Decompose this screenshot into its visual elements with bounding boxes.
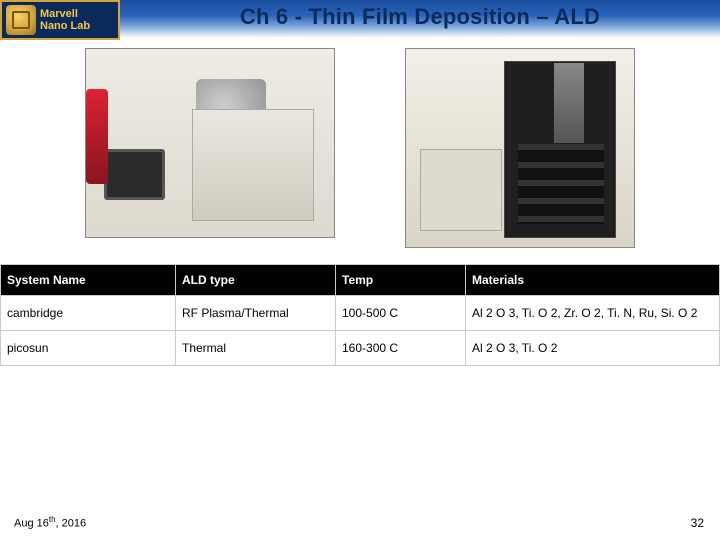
- footer-date-year: , 2016: [56, 518, 87, 530]
- logo-emblem-icon: [6, 5, 36, 35]
- cell-temp: 100-500 C: [336, 296, 466, 331]
- logo-line1: Marvell: [40, 8, 90, 20]
- photo-row: [0, 48, 720, 248]
- cell-materials: Al 2 O 3, Ti. O 2, Zr. O 2, Ti. N, Ru, S…: [466, 296, 720, 331]
- cell-system-name: cambridge: [1, 296, 176, 331]
- table-row: cambridge RF Plasma/Thermal 100-500 C Al…: [1, 296, 720, 331]
- footer-date-prefix: Aug 16: [14, 518, 49, 530]
- cell-system-name: picosun: [1, 331, 176, 366]
- col-header-ald-type: ALD type: [176, 265, 336, 296]
- cell-temp: 160-300 C: [336, 331, 466, 366]
- table-header-row: System Name ALD type Temp Materials: [1, 265, 720, 296]
- table-row: picosun Thermal 160-300 C Al 2 O 3, Ti. …: [1, 331, 720, 366]
- equipment-photo-right: [405, 48, 635, 248]
- equipment-photo-left: [85, 48, 335, 238]
- slide-title: Ch 6 - Thin Film Deposition – ALD: [120, 0, 720, 30]
- cell-ald-type: RF Plasma/Thermal: [176, 296, 336, 331]
- cell-materials: Al 2 O 3, Ti. O 2: [466, 331, 720, 366]
- footer-date-suffix: th: [49, 515, 56, 524]
- ald-systems-table: System Name ALD type Temp Materials camb…: [0, 264, 720, 366]
- col-header-temp: Temp: [336, 265, 466, 296]
- header-bar: Marvell Nano Lab Ch 6 - Thin Film Deposi…: [0, 0, 720, 38]
- footer-page-number: 32: [691, 516, 704, 530]
- cell-ald-type: Thermal: [176, 331, 336, 366]
- col-header-system-name: System Name: [1, 265, 176, 296]
- logo-line2: Nano Lab: [40, 20, 90, 32]
- logo: Marvell Nano Lab: [0, 0, 120, 40]
- col-header-materials: Materials: [466, 265, 720, 296]
- logo-text: Marvell Nano Lab: [40, 8, 90, 32]
- footer-date: Aug 16th, 2016: [14, 515, 86, 530]
